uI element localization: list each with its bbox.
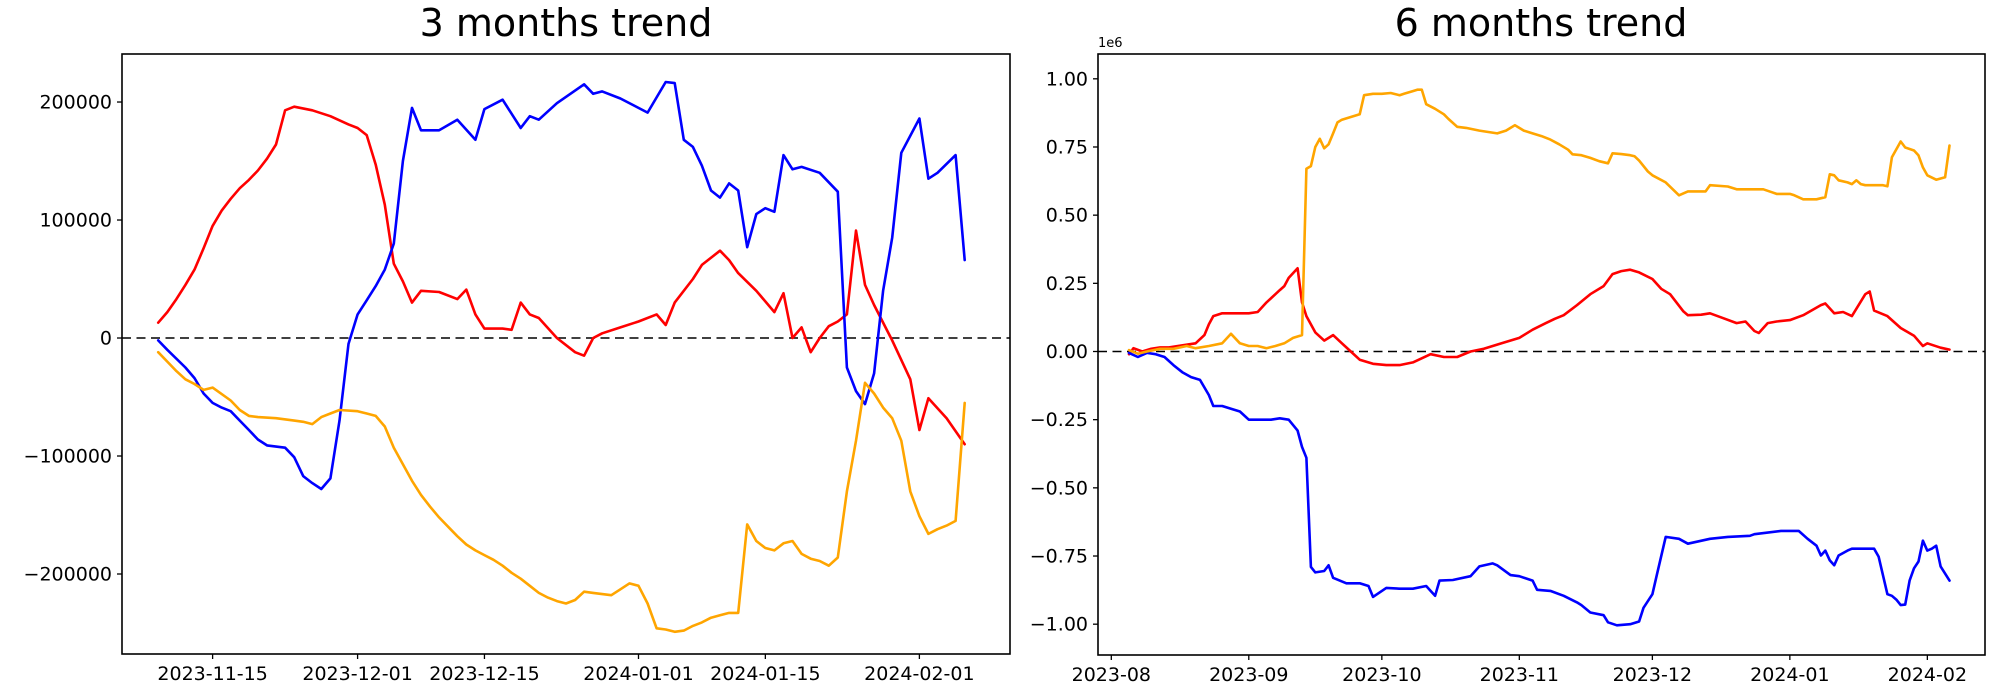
y-tick-label: 0.25 <box>1046 273 1088 295</box>
y-tick-label: 200000 <box>39 92 112 114</box>
series-line-red <box>1127 266 1951 367</box>
y-tick-label: −1.00 <box>1030 614 1088 636</box>
series-line-red <box>156 105 967 446</box>
y-tick-label: 0.75 <box>1046 136 1088 158</box>
x-tick-label: 2023-11-15 <box>157 663 267 685</box>
y-axis-offset-label: 1e6 <box>1098 36 1123 51</box>
y-tick-label: −0.50 <box>1030 477 1088 499</box>
x-tick-label: 2023-12-01 <box>302 663 412 685</box>
x-tick-label: 2024-01-15 <box>710 663 820 685</box>
series-line-orange <box>156 350 967 634</box>
series-line-orange <box>1127 88 1951 356</box>
y-tick-label: 1.00 <box>1046 68 1088 90</box>
x-tick-label: 2023-12-15 <box>429 663 539 685</box>
chart-3-months: 2023-11-15 2023-12-01 2023-12-15 2024-01-01… <box>24 53 1011 685</box>
x-tick-label: 2023-11 <box>1480 664 1559 686</box>
series-line-blue <box>1127 351 1951 627</box>
x-tick-label: 2024-01-01 <box>583 663 693 685</box>
chart-6-months: 2023-08 2023-09 2023-10 2023-11 2023-12 2024-… <box>1030 36 1986 686</box>
y-tick-label: −200000 <box>24 564 112 586</box>
y-tick-label: 100000 <box>39 210 112 232</box>
chart-title-6-months: 6 months trend <box>1394 1 1688 45</box>
plot-border <box>1097 53 1986 656</box>
y-tick-label: 0.50 <box>1046 205 1088 227</box>
y-tick-label: −0.75 <box>1030 546 1088 568</box>
y-tick-label: 0 <box>100 328 112 350</box>
x-tick-label: 2024-02-01 <box>864 663 974 685</box>
chart-title-3-months: 3 months trend <box>419 1 713 45</box>
series-line-blue <box>156 80 967 491</box>
x-tick-label: 2023-10 <box>1342 664 1421 686</box>
plot-border <box>121 53 1011 655</box>
x-tick-label: 2024-02 <box>1888 664 1967 686</box>
y-tick-label: −100000 <box>24 446 112 468</box>
x-tick-label: 2023-08 <box>1072 664 1151 686</box>
y-tick-label: −0.25 <box>1030 409 1088 431</box>
y-tick-label: 0.00 <box>1046 341 1088 363</box>
x-tick-label: 2024-01 <box>1750 664 1829 686</box>
x-tick-label: 2023-12 <box>1613 664 1692 686</box>
x-tick-label: 2023-09 <box>1209 664 1288 686</box>
